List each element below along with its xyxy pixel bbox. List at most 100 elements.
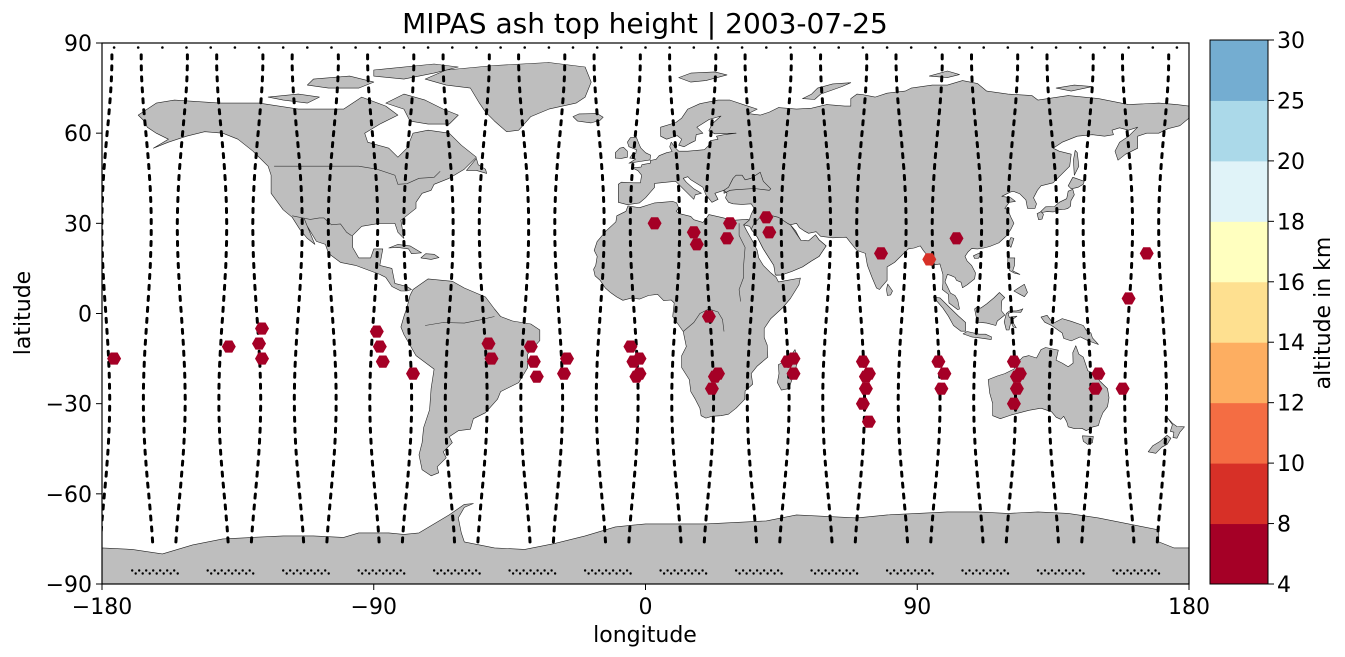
polar-sample xyxy=(999,572,1003,575)
polar-sample xyxy=(508,569,511,572)
track-1 xyxy=(102,47,114,542)
polar-sample xyxy=(306,46,309,49)
y-tick-label: 90 xyxy=(64,32,92,57)
polar-sample xyxy=(1075,572,1078,575)
polar-sample xyxy=(776,569,780,572)
polar-sample xyxy=(618,569,622,572)
polar-sample xyxy=(604,569,608,572)
ash-point-47 xyxy=(1006,355,1021,368)
ash-point-2 xyxy=(255,322,269,335)
y-tick-label: −90 xyxy=(46,573,92,598)
polar-sample xyxy=(1036,569,1040,572)
polar-sample xyxy=(474,569,478,572)
polar-sample xyxy=(241,569,244,572)
ash-point-12 xyxy=(526,355,541,368)
ash-point-15 xyxy=(557,367,571,380)
colorbar-tick-label: 20 xyxy=(1277,150,1305,175)
colorbar-label: altitude in km xyxy=(1311,237,1336,390)
polar-sample xyxy=(971,572,975,575)
polar-sample xyxy=(282,569,285,572)
polar-sample xyxy=(327,572,330,575)
ash-point-35 xyxy=(855,355,870,368)
colorbar-tick-label: 14 xyxy=(1277,331,1305,356)
polar-sample xyxy=(690,572,694,575)
track-21 xyxy=(853,47,869,544)
polar-sample xyxy=(525,572,529,575)
polar-sample xyxy=(597,569,601,572)
polar-sample xyxy=(162,572,165,575)
polar-sample xyxy=(625,569,629,572)
line-river-nile xyxy=(738,223,746,302)
polar-sample xyxy=(511,572,515,575)
polar-sample xyxy=(136,46,140,49)
polar-sample xyxy=(553,572,557,575)
ash-point-41 xyxy=(874,247,888,260)
polar-sample xyxy=(281,46,285,49)
polar-sample xyxy=(583,569,587,572)
polar-sample xyxy=(834,572,838,575)
polar-sample xyxy=(141,572,144,575)
polar-sample xyxy=(644,46,647,49)
polar-sample xyxy=(155,572,158,575)
polar-sample xyxy=(389,572,392,575)
land-borneo xyxy=(974,292,1006,326)
land-iceland xyxy=(572,113,604,124)
polar-sample xyxy=(837,46,840,49)
polar-sample xyxy=(368,572,371,575)
polar-sample xyxy=(903,572,906,575)
polar-sample xyxy=(478,572,481,575)
polar-sample xyxy=(446,569,450,572)
colorbar-tick-label: 25 xyxy=(1277,89,1305,114)
y-tick-label: 60 xyxy=(64,122,92,147)
polar-sample xyxy=(759,572,762,575)
polar-sample xyxy=(659,569,662,572)
polar-sample xyxy=(927,569,931,572)
polar-sample xyxy=(740,46,744,49)
polar-sample xyxy=(978,572,982,575)
polar-sample xyxy=(889,572,892,575)
polar-sample xyxy=(224,572,227,575)
ash-point-30 xyxy=(707,370,722,383)
land-philippines-mindanao xyxy=(1013,284,1028,297)
polar-sample xyxy=(330,46,333,49)
track-12 xyxy=(517,47,532,544)
satellite-tracks xyxy=(102,46,1179,575)
track-8 xyxy=(366,47,381,544)
polar-sample xyxy=(543,569,546,572)
land-sakhalin xyxy=(1073,150,1080,176)
polar-sample xyxy=(364,569,367,572)
track-20 xyxy=(818,47,834,544)
track-27 xyxy=(1080,47,1095,544)
track-29 xyxy=(1155,47,1171,544)
polar-sample xyxy=(529,569,532,572)
polar-sample xyxy=(1103,46,1106,49)
land-svalbard xyxy=(678,71,728,83)
polar-sample xyxy=(1143,572,1147,575)
polar-sample xyxy=(227,569,230,572)
ash-point-9 xyxy=(481,337,496,350)
polar-sample xyxy=(159,569,162,572)
polar-sample xyxy=(354,46,357,49)
colorbar-segment xyxy=(1210,402,1268,464)
polar-sample xyxy=(176,572,179,575)
polar-sample xyxy=(622,572,625,575)
polar-sample xyxy=(848,572,852,575)
ash-point-39 xyxy=(855,397,870,410)
polar-sample xyxy=(299,572,302,575)
polar-sample xyxy=(245,572,248,575)
polar-sample xyxy=(1078,569,1082,572)
colorbar-segment xyxy=(1210,342,1268,404)
polar-sample xyxy=(1040,572,1043,575)
polar-sample xyxy=(231,572,234,575)
polar-sample xyxy=(546,572,550,575)
polar-sample xyxy=(1122,572,1126,575)
colorbar-tick-label: 10 xyxy=(1277,452,1305,477)
polar-sample xyxy=(595,46,599,49)
polar-sample xyxy=(1133,569,1136,572)
polar-sample xyxy=(810,569,813,572)
track-18 xyxy=(743,47,758,544)
polar-sample xyxy=(371,569,374,572)
ash-point-14 xyxy=(560,352,574,365)
polar-sample xyxy=(773,572,776,575)
polar-sample xyxy=(457,572,460,575)
